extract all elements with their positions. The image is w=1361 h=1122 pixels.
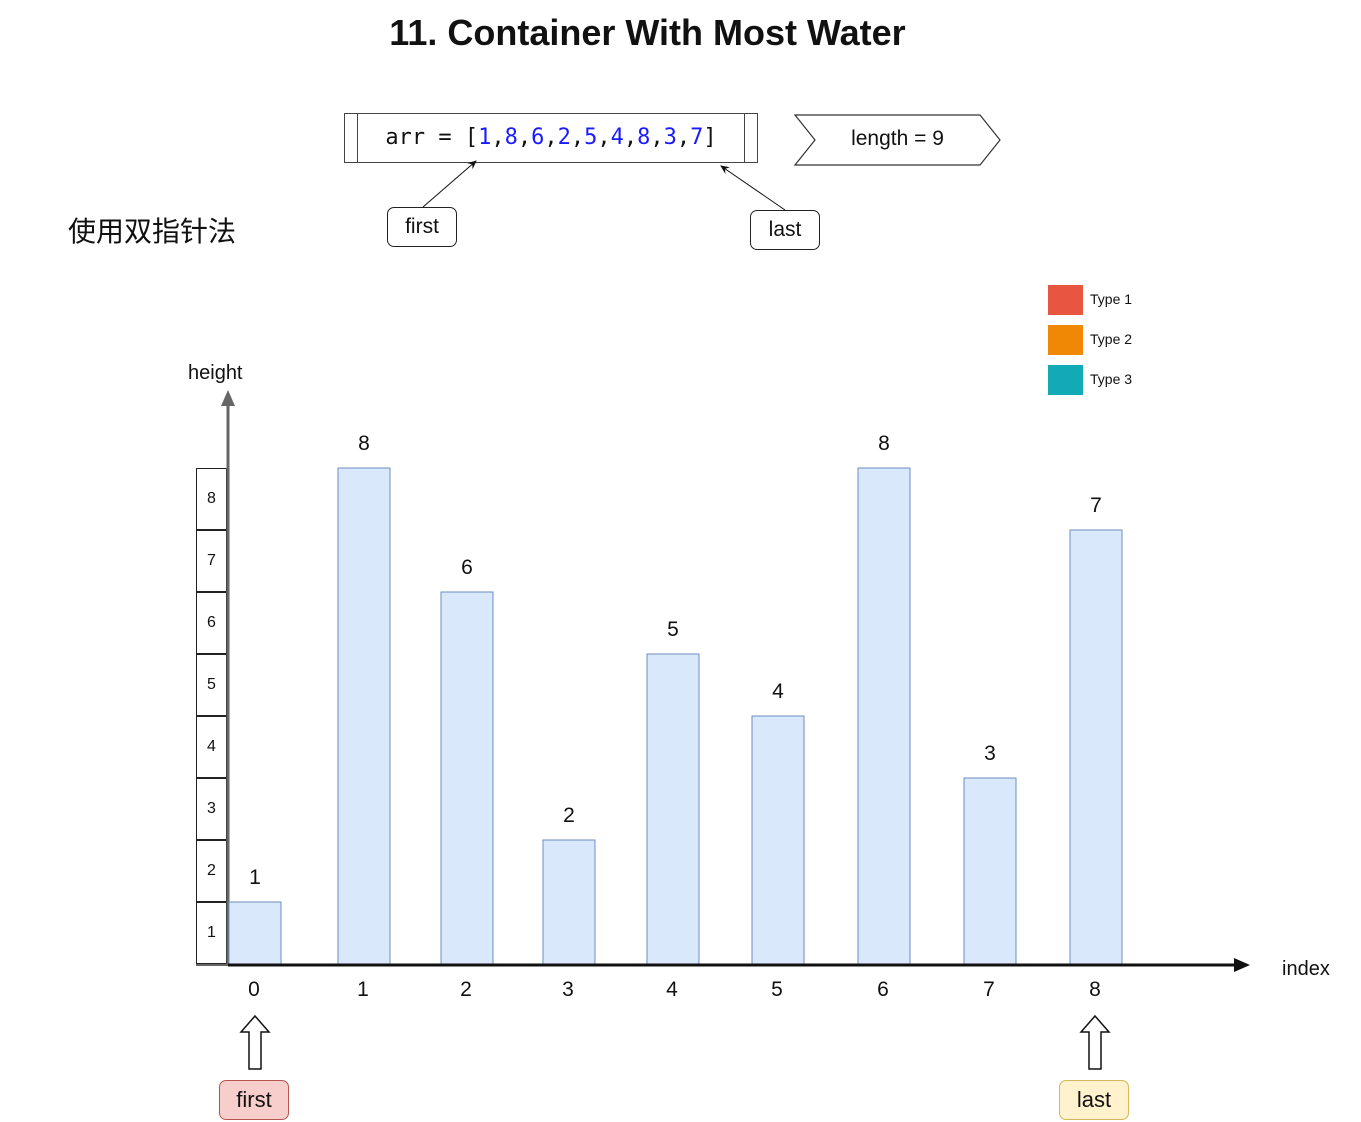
first-up-arrow-icon: [239, 1014, 271, 1070]
array-value: 7: [690, 125, 704, 150]
last-pointer-callout: last: [750, 210, 820, 250]
method-label: 使用双指针法: [68, 216, 237, 247]
array-comma: ,: [623, 125, 638, 150]
array-value: 8: [504, 125, 518, 150]
first-connector-line: [422, 160, 477, 208]
array-comma: ,: [517, 125, 532, 150]
y-axis-arrowhead: [221, 390, 235, 406]
x-tick-label: 4: [666, 978, 678, 1001]
array-value: 3: [663, 125, 677, 150]
array-comma: ,: [570, 125, 585, 150]
last-up-arrow-icon: [1079, 1014, 1111, 1070]
array-value: 6: [531, 125, 545, 150]
array-box: arr = [1,8,6,2,5,4,8,3,7]: [344, 113, 758, 163]
x-tick-label: 0: [248, 978, 260, 1001]
array-box-left-bar: [357, 114, 358, 162]
array-value: 1: [478, 125, 492, 150]
array-comma: ,: [491, 125, 505, 150]
bar-value-label: 4: [772, 680, 784, 703]
y-scale-cell: 8: [196, 468, 227, 530]
array-comma: ,: [597, 125, 611, 150]
bar-value-label: 3: [984, 742, 996, 765]
x-axis-label: index: [1282, 958, 1330, 980]
bar-value-label: 8: [878, 432, 890, 455]
bar-value-label: 1: [249, 866, 261, 889]
x-axis-arrowhead: [1234, 958, 1250, 972]
x-tick-label: 1: [357, 978, 369, 1001]
page-title: 11. Container With Most Water: [389, 12, 906, 53]
y-scale-cell: 3: [196, 778, 227, 840]
bar: [542, 839, 596, 965]
bar: [337, 467, 391, 965]
legend-swatch: [1048, 325, 1083, 355]
length-label: length = 9: [794, 114, 1001, 166]
bar: [646, 653, 700, 965]
y-axis-label: height: [188, 362, 243, 384]
bar-value-label: 2: [563, 804, 575, 827]
first-pointer-callout: first: [387, 207, 457, 247]
bar: [1069, 529, 1123, 965]
legend-label: Type 2: [1090, 331, 1133, 347]
last-connector-line: [720, 165, 786, 211]
x-tick-label: 7: [983, 978, 995, 1001]
bar-value-label: 6: [461, 556, 473, 579]
array-suffix: ]: [703, 125, 717, 150]
bar-value-label: 7: [1090, 494, 1102, 517]
bar: [857, 467, 911, 965]
array-comma: ,: [544, 125, 558, 150]
first-index-pointer: first: [219, 1080, 289, 1120]
bar: [440, 591, 494, 965]
legend-label: Type 3: [1090, 371, 1133, 387]
legend-swatch: [1048, 365, 1083, 395]
array-prefix: arr = [: [385, 125, 479, 150]
y-scale-cell: 6: [196, 592, 227, 654]
array-value: 5: [584, 125, 598, 150]
length-label-shape: [794, 114, 1001, 166]
bar: [228, 901, 282, 965]
array-text: arr = [1,8,6,2,5,4,8,3,7]: [345, 125, 757, 150]
legend-label: Type 1: [1090, 291, 1133, 307]
y-scale-cell: 7: [196, 530, 227, 592]
x-tick-label: 5: [771, 978, 783, 1001]
bar-value-label: 5: [667, 618, 679, 641]
x-tick-label: 6: [877, 978, 889, 1001]
bar-value-label: 8: [358, 432, 370, 455]
x-tick-label: 3: [562, 978, 574, 1001]
bar: [963, 777, 1017, 965]
array-value: 8: [637, 125, 651, 150]
y-scale-cell: 5: [196, 654, 227, 716]
x-tick-label: 2: [460, 978, 472, 1001]
array-value: 2: [557, 125, 571, 150]
bar: [751, 715, 805, 965]
last-index-pointer: last: [1059, 1080, 1129, 1120]
array-box-right-bar: [744, 114, 745, 162]
legend-swatch: [1048, 285, 1083, 315]
array-comma: ,: [676, 125, 691, 150]
length-label-text: length = 9: [851, 127, 944, 150]
array-value: 4: [610, 125, 624, 150]
x-tick-label: 8: [1089, 978, 1101, 1001]
array-comma: ,: [650, 125, 664, 150]
